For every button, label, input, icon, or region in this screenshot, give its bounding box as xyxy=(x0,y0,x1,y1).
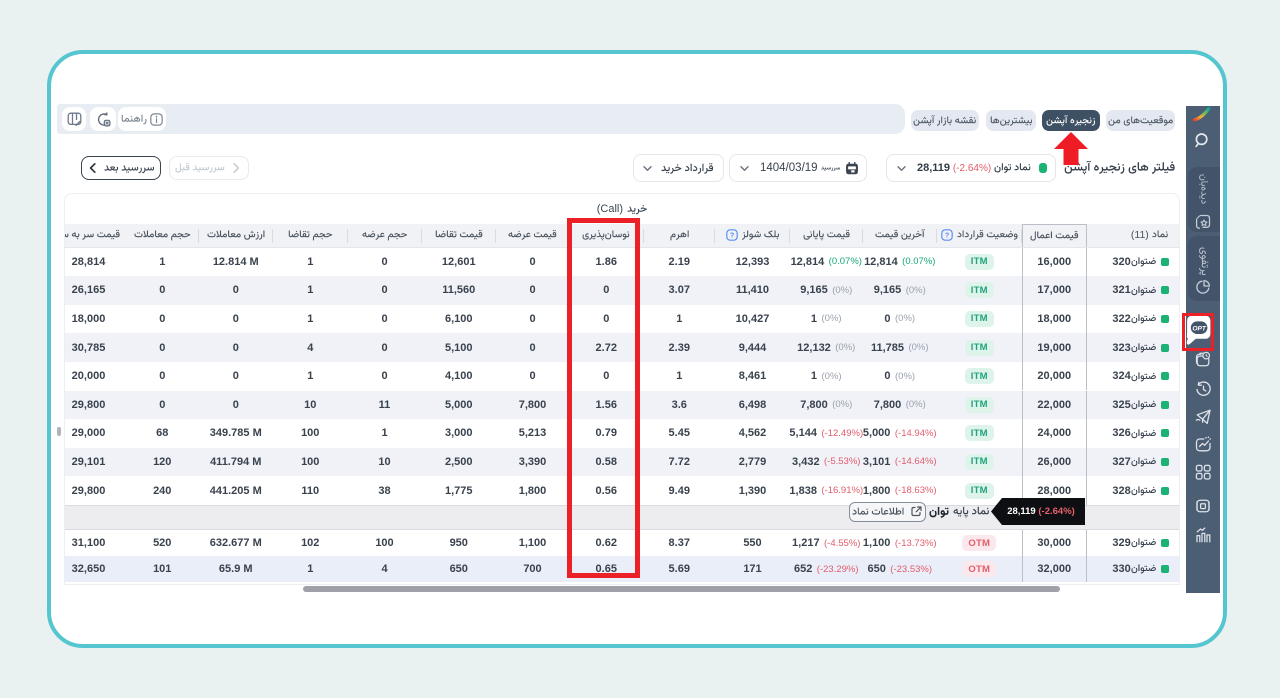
svg-text:?: ? xyxy=(729,231,734,240)
svg-text:OPT: OPT xyxy=(1192,326,1207,333)
svg-text:?: ? xyxy=(944,231,949,240)
